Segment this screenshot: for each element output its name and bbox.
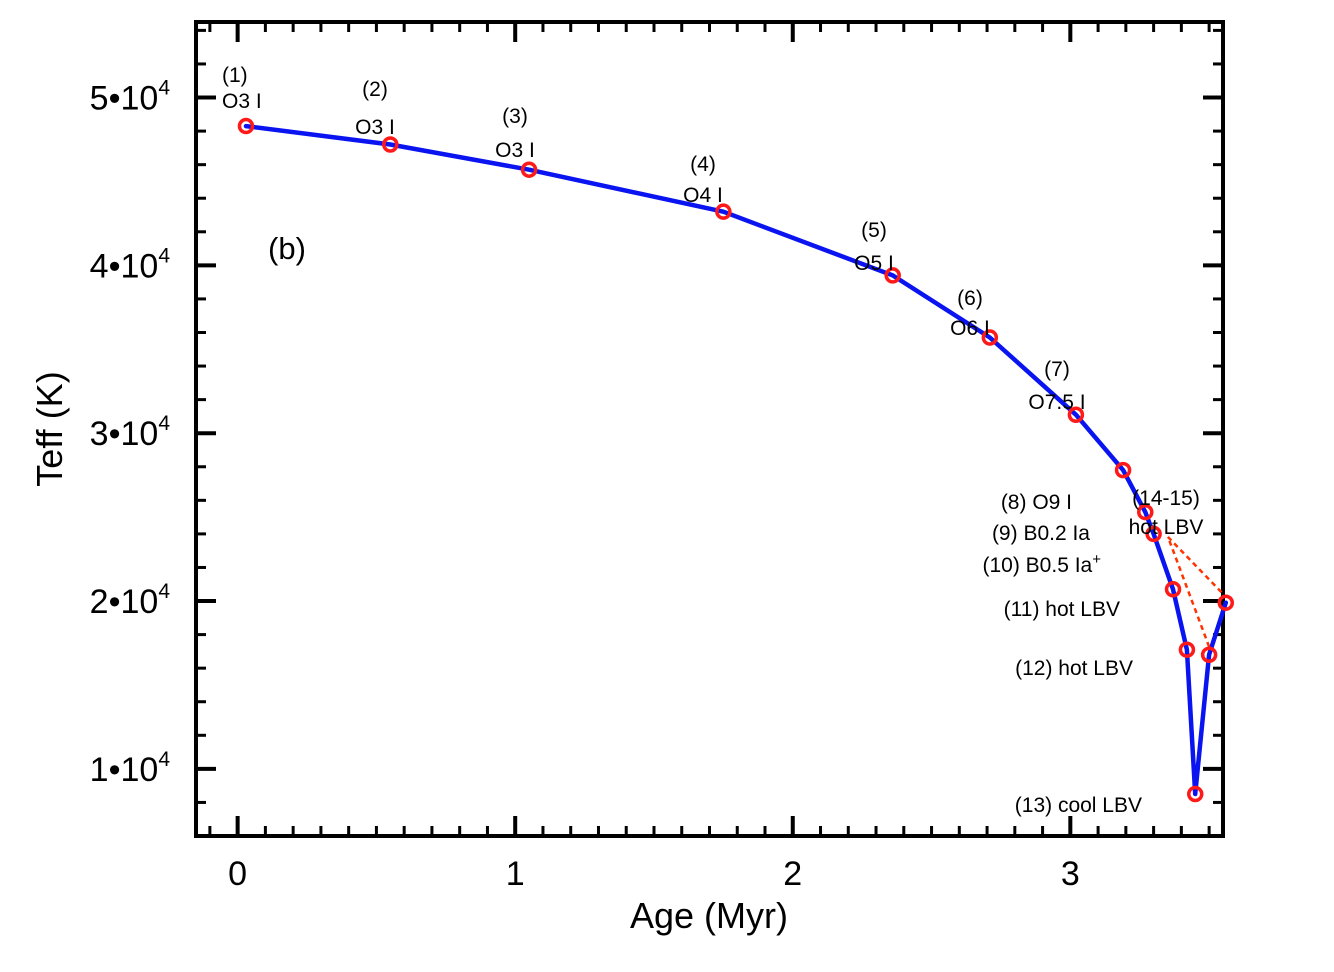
- y-tick-label: 2•104: [90, 580, 171, 621]
- data-point-8: [1114, 461, 1132, 479]
- y-tick-label: 5•104: [90, 77, 171, 118]
- y-tick-label: 4•104: [90, 244, 171, 285]
- annotation-13-line1: (13) cool LBV: [1015, 794, 1142, 817]
- x-axis-title: Age (Myr): [630, 895, 788, 936]
- annotation-1-line1: (1): [222, 64, 248, 87]
- annotation-6-line2: O6 I: [950, 317, 990, 340]
- annotation-5-line1: (5): [861, 219, 887, 242]
- data-point-14: [1200, 646, 1218, 663]
- data-point-6: [981, 329, 999, 346]
- data-point-9: [1137, 503, 1154, 521]
- annotation-6-line1: (6): [957, 287, 983, 310]
- data-point-4: [715, 203, 732, 220]
- annotation-12-line1: (12) hot LBV: [1015, 657, 1133, 680]
- data-point-2: [382, 136, 399, 153]
- annotation-7-line1: (7): [1044, 358, 1070, 381]
- annotation-11-line1: (11) hot LBV: [1004, 598, 1120, 621]
- data-point-5: [884, 267, 901, 284]
- annotation-2-line1: (2): [362, 78, 388, 101]
- x-tick-label: 3: [1061, 855, 1080, 893]
- y-tick-label: 3•104: [90, 412, 171, 453]
- plot-frame: [194, 20, 1225, 838]
- annotation-7-line2: O7.5 I: [1028, 391, 1085, 414]
- hot-lbv-14-15-connector: [1166, 536, 1227, 648]
- teff-track-line: [243, 123, 1229, 797]
- annotation-1-line2: O3 I: [222, 90, 262, 113]
- data-point-12: [1178, 641, 1196, 658]
- x-tick-label: 0: [228, 855, 247, 893]
- annotation-10: (10) B0.5 Ia+: [983, 551, 1102, 577]
- annotation-4-line2: O4 I: [683, 184, 723, 207]
- y-tick-label: 1•104: [90, 748, 171, 789]
- panel-label: (b): [268, 231, 306, 266]
- y-axis-title: Teff (K): [29, 371, 70, 486]
- data-point-10: [1145, 525, 1162, 543]
- annotation-4-line1: (4): [690, 153, 716, 176]
- annotation-2-line2: O3 I: [355, 116, 395, 139]
- annotation-5-line2: O5 I: [854, 252, 894, 275]
- data-point-7: [1067, 406, 1085, 423]
- annotation-9-line1: (9) B0.2 Ia: [992, 522, 1090, 545]
- x-tick-label: 1: [506, 855, 525, 893]
- x-tick-label: 2: [783, 855, 802, 893]
- data-point-11: [1164, 581, 1182, 598]
- annotation-8-line1: (8) O9 I: [1001, 491, 1072, 514]
- annotation-3-line1: (3): [502, 105, 528, 128]
- data-point-13: [1186, 785, 1204, 803]
- data-point-15: [1217, 594, 1235, 611]
- annotation-14-line1: (14-15): [1132, 487, 1200, 510]
- annotation-14-line2: hot LBV: [1129, 516, 1204, 539]
- annotation-3-line2: O3 I: [495, 139, 535, 162]
- data-point-3: [520, 161, 538, 178]
- data-point-1: [237, 117, 255, 135]
